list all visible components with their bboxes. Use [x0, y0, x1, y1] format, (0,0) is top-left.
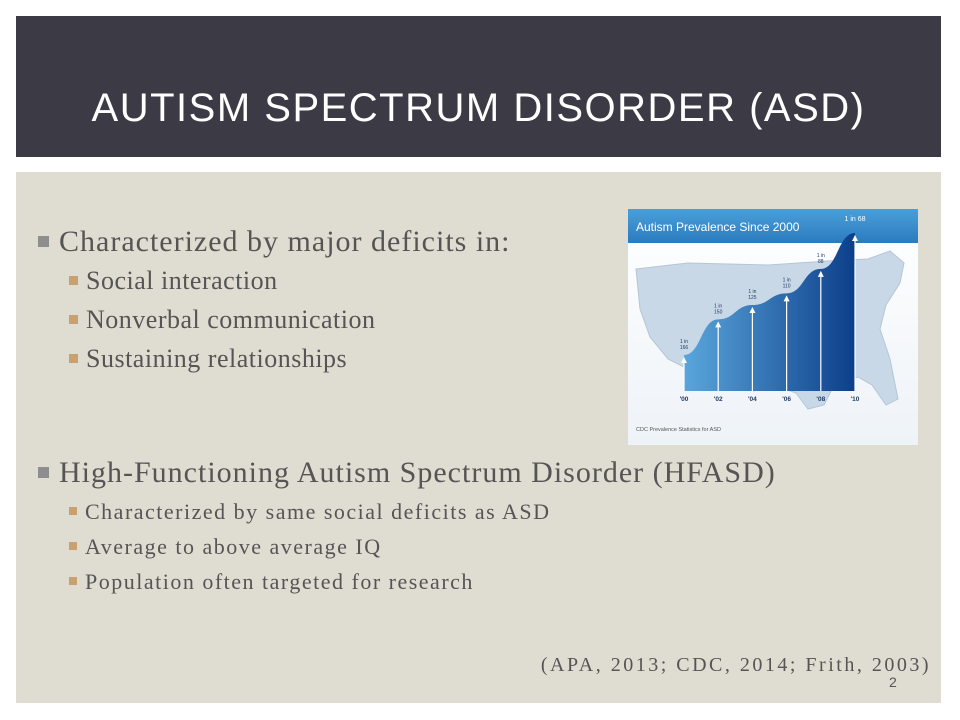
- sub-bullet-research-population: Population often targeted for research: [69, 569, 474, 595]
- bullet-text: Nonverbal communication: [86, 305, 376, 334]
- prevalence-chart: 166 1 in '00 150 1 in '02 125 1 in '04 110 1 in '06…: [628, 209, 918, 445]
- square-bullet-icon: [69, 275, 78, 285]
- square-bullet-icon: [69, 576, 77, 585]
- arrowhead-icon: [749, 307, 756, 314]
- chart-source: CDC Prevalence Statistics for ASD: [636, 427, 721, 433]
- slide-title: AUTISM SPECTRUM DISORDER (ASD): [91, 86, 866, 130]
- x-tick-label: '08: [816, 396, 825, 403]
- data-label: 1 in 68: [844, 216, 865, 223]
- sub-bullet-sustaining-relationships: Sustaining relationships: [69, 344, 347, 374]
- arrowhead-icon: [817, 270, 824, 277]
- bullet-main-hfasd: High-Functioning Autism Spectrum Disorde…: [38, 456, 776, 490]
- arrowhead-icon: [783, 295, 790, 302]
- bullet-main-deficits: Characterized by major deficits in:: [38, 225, 511, 259]
- citation: (APA, 2013; CDC, 2014; Frith, 2003): [540, 654, 931, 676]
- square-bullet-icon: [69, 353, 78, 363]
- title-bar: AUTISM SPECTRUM DISORDER (ASD): [16, 16, 941, 157]
- sub-bullet-social-interaction: Social interaction: [69, 266, 278, 296]
- sub-bullet-average-iq: Average to above average IQ: [69, 534, 382, 560]
- square-bullet-icon: [38, 466, 49, 478]
- x-tick-label: '06: [782, 396, 791, 403]
- x-tick-label: '10: [851, 396, 860, 403]
- bullet-text: Average to above average IQ: [85, 534, 382, 559]
- square-bullet-icon: [38, 235, 49, 247]
- arrowhead-icon: [715, 321, 722, 328]
- arrowhead-icon: [681, 357, 687, 363]
- square-bullet-icon: [69, 506, 77, 515]
- prevalence-area: [684, 233, 855, 391]
- content-area: Characterized by major deficits in: Soci…: [16, 172, 941, 703]
- bullet-text: Characterized by same social deficits as…: [85, 499, 551, 524]
- chart-title: Autism Prevalence Since 2000: [636, 220, 800, 234]
- data-label: 1 in: [680, 339, 688, 345]
- x-tick-label: '04: [748, 396, 757, 403]
- bullet-text: Sustaining relationships: [86, 344, 348, 373]
- bullet-text: Characterized by major deficits in:: [59, 225, 511, 258]
- data-label: 1 in: [714, 303, 722, 309]
- bullet-text: Social interaction: [86, 266, 278, 295]
- sub-bullet-nonverbal-communication: Nonverbal communication: [69, 305, 375, 335]
- square-bullet-icon: [69, 541, 77, 550]
- bullet-text: Population often targeted for research: [85, 569, 474, 594]
- data-label-value: 125: [748, 295, 757, 301]
- data-label: 1 in: [817, 253, 825, 259]
- sub-bullet-same-deficits: Characterized by same social deficits as…: [69, 499, 551, 525]
- data-label-value: 110: [783, 283, 791, 289]
- x-tick-label: '02: [714, 396, 723, 403]
- page-number: 2: [889, 674, 897, 690]
- square-bullet-icon: [69, 314, 78, 324]
- data-label-value: 88: [818, 259, 824, 265]
- arrowhead-icon: [852, 235, 858, 241]
- data-label: 1 in: [748, 289, 756, 295]
- chart-header: [628, 209, 918, 243]
- data-label-value: 150: [714, 309, 723, 315]
- data-label-value: 166: [680, 345, 689, 351]
- x-tick-label: '00: [680, 396, 689, 403]
- data-label: 1 in: [783, 277, 791, 283]
- bullet-text: High-Functioning Autism Spectrum Disorde…: [59, 456, 776, 489]
